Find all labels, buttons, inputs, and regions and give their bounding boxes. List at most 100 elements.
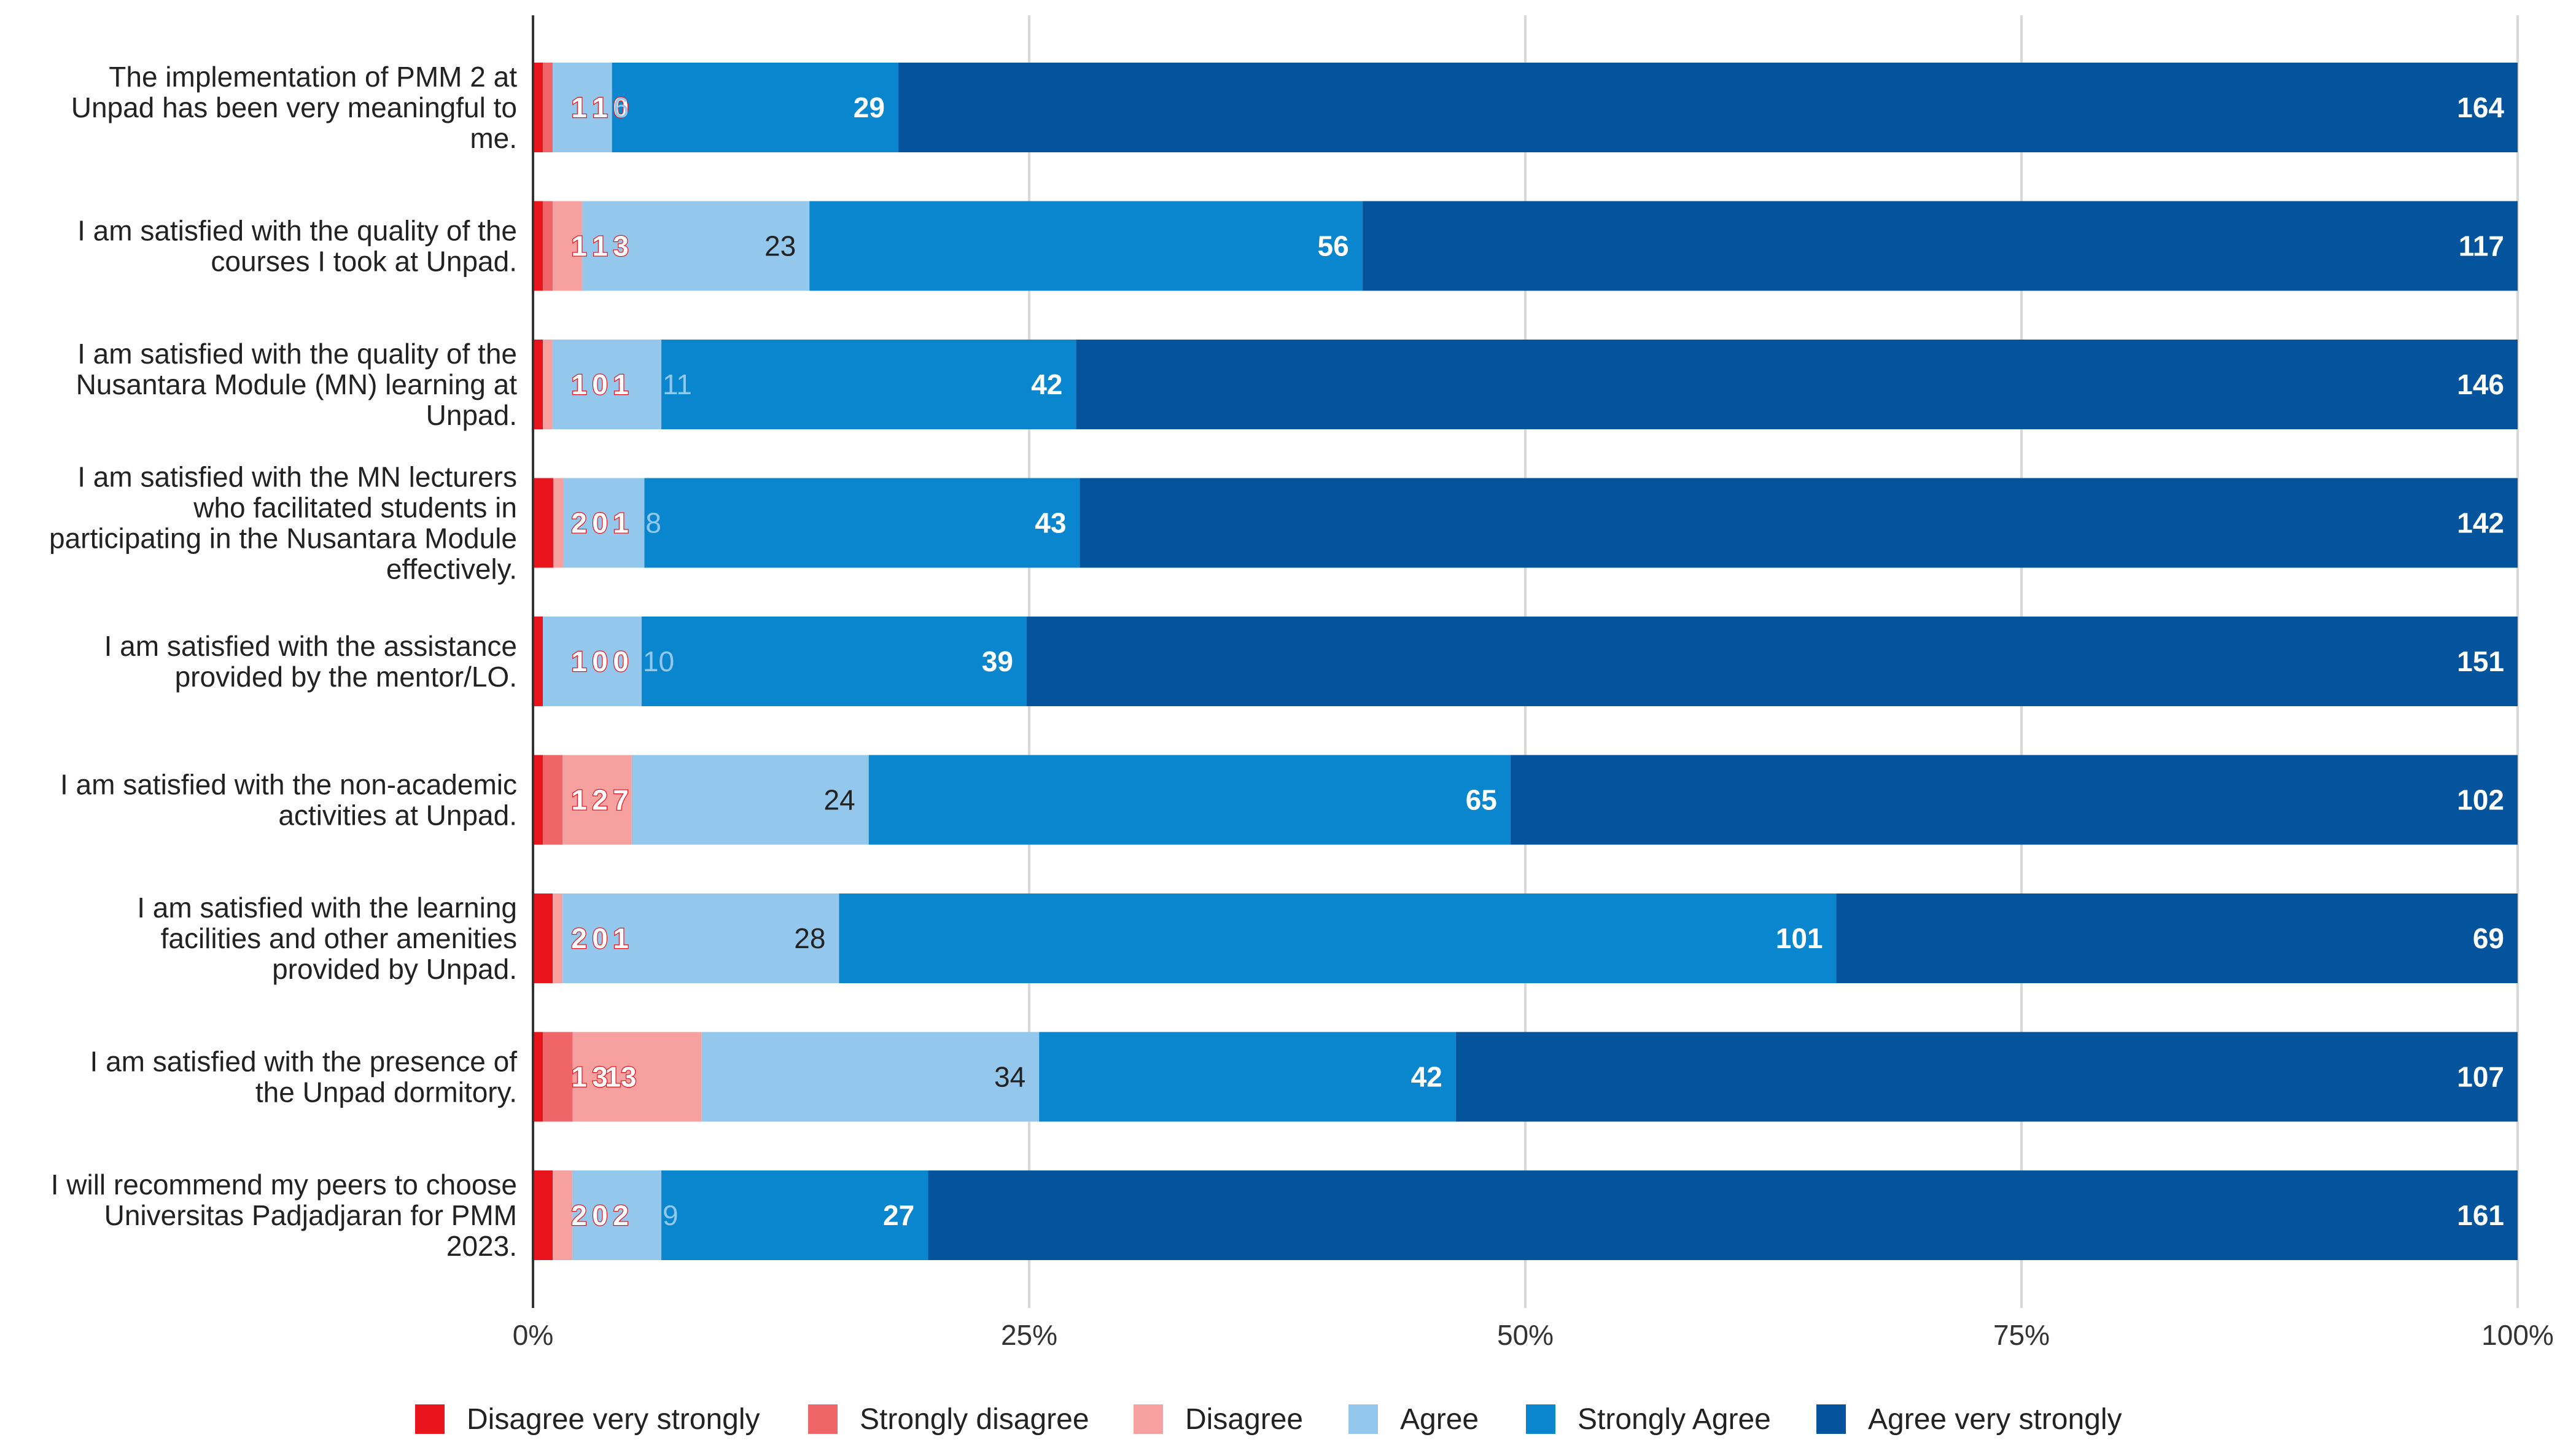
bar-segment [553,1170,573,1260]
legend-swatch [1348,1404,1378,1434]
value-label: 28 [794,922,825,954]
value-label: 1 [613,507,629,539]
bar-segment [1080,478,2518,568]
category-label: I am satisfied with the quality of the Nu… [76,338,518,431]
value-label: 39 [982,645,1013,677]
bar-segment [582,201,810,291]
bar-segment [562,893,839,983]
value-label: 3 [613,230,629,262]
value-label: 102 [2457,784,2504,816]
bar-segment [1836,893,2518,983]
bar-segment [533,755,543,845]
value-label: 43 [1035,507,1066,539]
value-label: 1 [571,230,587,262]
value-label: 6 [613,91,629,123]
bar-segment [1076,340,2518,429]
category-label: I am satisfied with the assistance provid… [104,630,517,693]
value-label: 0 [613,645,629,677]
value-label: 0 [592,507,608,539]
bar-segment [543,340,553,429]
bar-segment [562,755,632,845]
bar-segment [1455,1032,2518,1122]
value-label: 3 [592,1061,608,1093]
bar-segment [553,63,612,152]
value-label: 2 [613,1199,629,1231]
value-label: 1 [571,645,587,677]
bar-segment [533,201,543,291]
value-label: 0 [613,91,629,123]
bar-segment [1026,617,2518,706]
bar-segment [1510,755,2518,845]
value-label: 0 [592,645,608,677]
value-label: 42 [1411,1061,1442,1093]
value-label: 0 [592,1199,608,1231]
value-label: 1 [571,368,587,400]
x-tick-label: 50% [1497,1319,1554,1351]
bar-segment [1039,1032,1456,1122]
bar-segment [612,63,898,152]
value-label: 107 [2457,1061,2504,1093]
bar-segment [543,755,563,845]
value-label: 146 [2457,368,2504,400]
value-label: 2 [592,784,608,816]
x-tick-labels: 0% 25% 50% 75% 100% [513,1319,2554,1351]
bar-segment [644,478,1080,568]
bar-segment [1362,201,2518,291]
value-label: 2 [571,1199,587,1231]
legend-label: Strongly Agree [1578,1403,1771,1436]
value-label: 42 [1031,368,1062,400]
bar-segment [553,201,583,291]
value-label: 23 [765,230,796,262]
bar-segment [572,1032,702,1122]
value-label: 2 [571,922,587,954]
x-tick-label: 75% [1993,1319,2050,1351]
legend-label: Disagree [1185,1403,1303,1436]
x-tick-label: 0% [513,1319,553,1351]
value-label: 1 [571,784,587,816]
value-label: 24 [824,784,855,816]
category-label: I am satisfied with the quality of the co… [77,215,517,278]
value-label: 56 [1318,230,1349,262]
value-label: 101 [1776,922,1823,954]
bar-segment [533,617,543,706]
value-label: 13 [605,1061,636,1093]
x-tick-label: 25% [1001,1319,1057,1351]
bar-segment [839,893,1837,983]
bar-segment [631,755,869,845]
value-label: 10 [643,645,674,677]
value-label: 1 [571,1061,587,1093]
value-label: 69 [2473,922,2504,954]
legend-label: Disagree very strongly [467,1403,760,1436]
bar-segment [543,201,553,291]
bar-segment [563,478,645,568]
legend-label: Agree [1400,1403,1479,1436]
bar-segment [533,1032,543,1122]
bar-segment [572,1170,662,1260]
legend-label: Agree very strongly [1868,1403,2122,1436]
value-label: 161 [2457,1199,2504,1231]
category-label: I am satisfied with the presence of the U… [90,1046,518,1108]
bar-segment [553,340,662,429]
value-label: 1 [592,91,608,123]
bar-segment [868,755,1511,845]
bar-segment [553,478,564,568]
value-label: 1 [592,230,608,262]
legend-label: Strongly disagree [860,1403,1089,1436]
legend-swatch [808,1404,838,1434]
value-label: 29 [854,91,885,123]
bar-segments [533,63,2518,1260]
category-label: I am satisfied with the MN lecturers who … [49,461,517,585]
legend-swatch [1816,1404,1846,1434]
value-label: 9 [663,1199,679,1231]
legend: Disagree very strongly Strongly disagree D… [415,1403,2122,1436]
bar-segment [533,340,543,429]
bar-segment [543,617,642,706]
bar-segment [553,893,563,983]
bar-segment [701,1032,1040,1122]
value-label: 8 [645,507,661,539]
bar-segment [641,617,1027,706]
category-label: The implementation of PMM 2 at Unpad has … [71,61,517,154]
legend-swatch [415,1404,445,1434]
bar-segment [543,1032,573,1122]
